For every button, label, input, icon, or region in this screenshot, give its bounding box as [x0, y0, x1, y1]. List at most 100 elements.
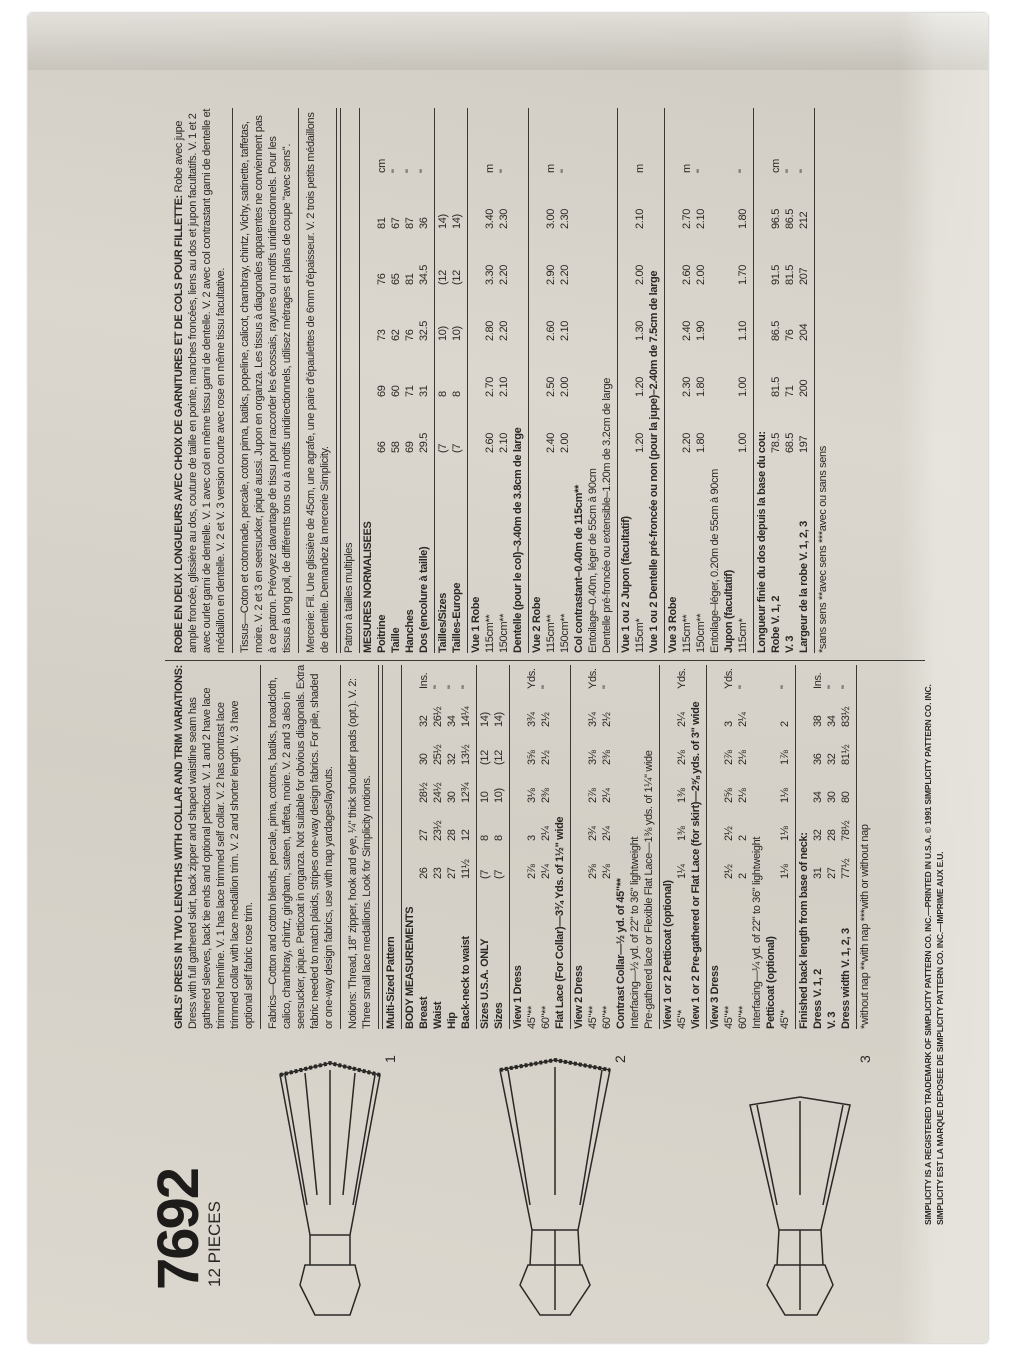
unit-label: " — [826, 685, 838, 689]
table-row: Petticoat (optional) — [764, 665, 778, 1029]
row-label: Vue 1 Robe — [470, 597, 482, 653]
size-value: 24½ — [432, 782, 444, 803]
french-instructions: ROBE EN DEUX LONGUEURS AVEC CHOIX DE GAR… — [170, 108, 830, 653]
size-value: 34 — [826, 715, 838, 727]
size-value: 2.20 — [681, 432, 693, 453]
table-note: View 1 or 2 Pre-gathered or Flat Lace (f… — [690, 701, 702, 1029]
size-value: 200 — [798, 379, 810, 397]
unit-label: " — [559, 169, 571, 173]
table-row: 115cm** 2.20 2.30 2.40 2.60 2.70 m — [680, 108, 694, 653]
unit-label: m — [484, 164, 496, 173]
size-value: 204 — [798, 323, 810, 341]
size-value: 14) — [437, 214, 449, 229]
row-label: 60"** — [540, 1006, 552, 1029]
size-value: 1.70 — [737, 264, 749, 285]
size-value: 2½ — [540, 750, 552, 765]
row-label: Tailles/Sizes — [437, 592, 449, 653]
size-value: 32.5 — [418, 320, 430, 341]
size-value: 2⅝ — [587, 864, 599, 879]
unit-label: " — [784, 169, 796, 173]
size-value: 2.90 — [545, 264, 557, 285]
size-value: 36 — [418, 217, 430, 229]
size-value: 2¼ — [737, 712, 749, 727]
size-value: 3 — [526, 835, 538, 841]
size-value: 80 — [840, 791, 852, 803]
size-value: 8 — [479, 835, 491, 841]
size-value: 197 — [798, 435, 810, 453]
size-value: 2.40 — [681, 320, 693, 341]
size-value: 10) — [451, 326, 463, 341]
column-divider — [165, 660, 925, 661]
unit-label: " — [498, 169, 510, 173]
size-value: 76 — [784, 329, 796, 341]
unit-label: cm — [376, 159, 388, 173]
unit-label: Yds. — [587, 668, 599, 689]
table-row: 150cm** 2.00 2.00 2.10 2.20 2.30 " — [558, 108, 572, 653]
french-fabrics: Tissus—Coton et cotonnade, percale, coto… — [236, 108, 299, 653]
table-row: Vue 3 Robe — [664, 108, 680, 653]
row-label: Dos (encolure à taille) — [418, 546, 430, 653]
size-value: 2.00 — [634, 264, 646, 285]
size-value: 81½ — [840, 744, 852, 765]
size-value: 34 — [446, 715, 458, 727]
size-value: 2½ — [723, 864, 735, 879]
size-value: 1.80 — [695, 376, 707, 397]
size-value: 26½ — [432, 706, 444, 727]
row-label: Waist — [432, 1001, 444, 1029]
size-value: 1.00 — [737, 432, 749, 453]
unit-label — [450, 149, 464, 173]
table-row: Vue 1 ou 2 Jupon (facultatif) — [617, 108, 633, 653]
size-value: 67 — [390, 217, 402, 229]
table-row: View 3 Dress — [706, 665, 722, 1029]
size-value: 1¼ — [676, 864, 688, 879]
table-row: Sizes (7 8 10) (12 14) — [492, 665, 506, 1029]
view-2-label: 2 — [612, 1055, 628, 1063]
size-value: 32 — [826, 753, 838, 765]
size-value: 2.60 — [484, 432, 496, 453]
size-value: 86.5 — [770, 320, 782, 341]
row-label: Vue 2 Robe — [531, 597, 543, 653]
table-row: BODY MEASUREMENTS — [401, 665, 417, 1029]
size-value: 12¾ — [460, 782, 472, 803]
size-value: 28½ — [418, 782, 430, 803]
size-value: 1.90 — [695, 320, 707, 341]
size-value: 23 — [432, 867, 444, 879]
size-value: 207 — [798, 267, 810, 285]
unit-label: " — [798, 169, 810, 173]
row-label: 45"* — [676, 1009, 688, 1029]
size-value: 2.10 — [498, 376, 510, 397]
unit-label: Yds. — [526, 668, 538, 689]
row-label: 115cm* — [737, 618, 749, 653]
size-value: (12 — [479, 750, 491, 765]
size-value: 26 — [418, 867, 430, 879]
size-value: 2¼ — [601, 826, 613, 841]
size-value: 10 — [479, 791, 491, 803]
row-label: 45"** — [723, 1006, 735, 1029]
size-value: (12 — [437, 270, 449, 285]
size-value: 32 — [446, 753, 458, 765]
row-label: Sizes U.S.A. ONLY — [479, 938, 491, 1029]
size-value: 2¼ — [540, 826, 552, 841]
unit-label: cm — [770, 159, 782, 173]
table-row: 45"* 1¼ 1⅜ 1⅜ 2⅛ 2¼ Yds. — [675, 665, 689, 1029]
size-value: 73 — [376, 329, 388, 341]
size-value: 78½ — [840, 820, 852, 841]
size-value: 69 — [404, 441, 416, 453]
unit-label: m — [545, 164, 557, 173]
unit-label: " — [695, 169, 707, 173]
table-row: 60"** 2 2 2⅛ 2⅛ 2¼ " — [736, 665, 750, 1029]
size-value: 2.00 — [559, 432, 571, 453]
table-row: 115cm* 1.00 1.00 1.10 1.70 1.80 " — [736, 108, 750, 653]
row-label: View 1 Dress — [512, 965, 524, 1029]
row-label: MESURES NORMALISEES — [362, 521, 374, 653]
table-row: Jupon (facultatif) — [722, 108, 736, 653]
row-label: Dress V. 1, 2 — [812, 969, 824, 1029]
unit-label: " — [540, 685, 552, 689]
row-label: Breast — [418, 996, 430, 1029]
unit-label: " — [418, 169, 430, 173]
table-row: 150cm** 2.10 2.10 2.20 2.20 2.30 " — [497, 108, 511, 653]
row-label: View 2 Dress — [573, 965, 585, 1029]
row-label: 60"** — [601, 1006, 613, 1029]
size-value: 1.10 — [737, 320, 749, 341]
